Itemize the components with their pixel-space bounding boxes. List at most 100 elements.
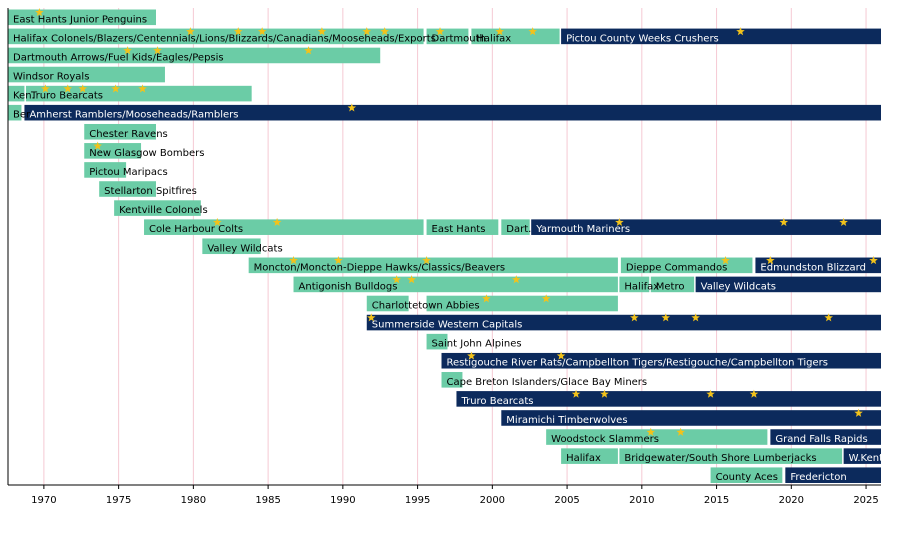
bar-label: Pictou County Weeks Crushers [566, 33, 719, 44]
bar-label: Charlottetown Abbies [372, 300, 480, 311]
bar [501, 219, 530, 235]
bar-label: Truro Bearcats [30, 91, 103, 102]
bar-label: East Hants [432, 224, 486, 235]
championship-star [334, 256, 343, 265]
championship-star [435, 27, 445, 36]
bar-label: Halifax Colonels/Blazers/Centennials/Lio… [13, 33, 436, 44]
bar [785, 467, 881, 483]
bar [99, 181, 156, 197]
bar [755, 257, 881, 274]
bar-label: Cole Harbour Colts [149, 224, 243, 235]
bar-label: Pictou Maripacs [89, 167, 167, 178]
championship-star [35, 8, 44, 17]
championship-star [233, 27, 243, 36]
bar-label: Edmundston Blizzard [760, 262, 866, 273]
championship-star [691, 313, 700, 322]
championship-star [380, 27, 389, 36]
x-tick-label: 2020 [779, 495, 804, 506]
bar [770, 429, 881, 445]
bar-label: Dieppe Commandos [626, 262, 727, 273]
x-tick-label: 2000 [480, 495, 505, 506]
bar [561, 28, 881, 45]
championship-star [630, 313, 639, 322]
bar [843, 448, 881, 464]
championship-star [186, 27, 195, 36]
bar-label: Woodstock Slammers [551, 434, 659, 445]
bar [8, 28, 424, 45]
bar-label: East Hants Junior Penguins [13, 14, 147, 25]
x-tick-label: 2015 [704, 495, 729, 506]
championship-star [347, 103, 357, 112]
championship-star [615, 217, 624, 227]
bar [8, 66, 165, 83]
championship-star [528, 27, 537, 36]
championship-star [676, 427, 685, 436]
bar [293, 276, 618, 293]
championship-star [422, 256, 431, 265]
x-tick-label: 1970 [31, 495, 56, 506]
championship-star [779, 217, 789, 227]
championship-star [495, 27, 505, 36]
bar [426, 219, 499, 235]
bar [441, 372, 463, 388]
bar-label: Grand Falls Rapids [775, 434, 867, 445]
x-tick-label: 1990 [330, 495, 355, 506]
bar-label: Kentville Colonels [119, 205, 208, 216]
championship-star [736, 27, 745, 36]
bar [202, 238, 261, 255]
bar-label: County Aces [716, 472, 778, 483]
bar [366, 295, 409, 312]
bar [546, 429, 768, 445]
bar-label: Chester Ravens [89, 129, 168, 140]
bar [114, 200, 201, 216]
championship-star [766, 256, 775, 265]
championship-star [63, 84, 73, 93]
championship-star [721, 256, 730, 265]
bar-label: Dartmouth Arrows/Fuel Kids/Eagles/Pepsis [13, 52, 224, 63]
bar [144, 219, 424, 235]
bar [426, 28, 469, 45]
bar-label: W.Kent [849, 453, 883, 464]
bar [650, 276, 695, 293]
championship-star [362, 27, 372, 36]
bar-label: Valley Wildcats [701, 281, 776, 292]
championship-star [213, 217, 222, 227]
bar [8, 47, 381, 64]
bar-label: Antigonish Bulldogs [299, 281, 398, 292]
championship-star [854, 408, 863, 417]
bar-label: New Glasgow Bombers [89, 148, 204, 159]
championship-star [541, 294, 551, 303]
x-tick-label: 2010 [629, 495, 654, 506]
bar-label: Valley Wildcats [207, 243, 282, 254]
bar-label: Truro Bearcats [460, 396, 533, 407]
bar-label: Halifax [624, 281, 659, 292]
x-tick-label: 2025 [853, 495, 878, 506]
championship-star [123, 46, 132, 55]
bar [8, 104, 22, 121]
labels: East Hants Junior Penguins Halifax Colone… [13, 14, 883, 483]
championship-star [646, 427, 656, 436]
bar-label: Amherst Ramblers/Mooseheads/Ramblers [29, 110, 238, 121]
championship-star [366, 313, 376, 322]
x-tick-label: 2005 [554, 495, 579, 506]
bar-label: Stellarton Spitfires [104, 186, 197, 197]
bar-label: Fredericton [790, 472, 846, 483]
championship-star [482, 294, 491, 303]
championship-star [111, 84, 120, 93]
bar-label: Miramichi Timberwolves [506, 415, 627, 426]
bar-label: Dart. [506, 224, 531, 235]
bar-label: Halifax [566, 453, 601, 464]
championship-star [93, 141, 102, 150]
stars [35, 8, 878, 436]
bar [8, 9, 156, 26]
bar [248, 257, 618, 274]
bar-label: Ken. [13, 91, 35, 102]
championship-star [304, 46, 313, 55]
bar-label: Summerside Western Capitals [372, 320, 523, 331]
championship-star [661, 313, 671, 322]
championship-star [407, 275, 416, 284]
bar [84, 123, 156, 140]
x-tick-label: 1995 [405, 495, 430, 506]
championship-star [706, 389, 715, 398]
bar [24, 104, 881, 121]
